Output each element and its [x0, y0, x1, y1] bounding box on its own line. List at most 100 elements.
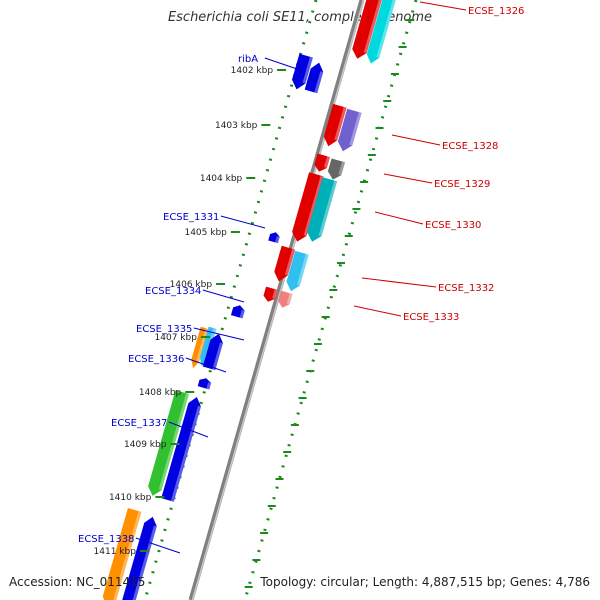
gene-block-ecse-1332a-shine [284, 248, 296, 276]
gene-block-ecse-1333 [277, 290, 293, 308]
gene-block-ecse-1327 [366, 0, 397, 64]
gene-block-small-red-2-shape [263, 286, 278, 302]
gene-block-ecse-1327-shape [366, 0, 397, 64]
tick-label-5: 1406 kbp [170, 280, 213, 290]
gene-block-small-red-shape [314, 153, 330, 172]
label-ecse-1335: ECSE_1335 [136, 324, 192, 335]
gene-block-ecse-1336-shine [206, 382, 212, 390]
gene-block-ecse-1332a-shape [274, 245, 296, 282]
gene-block-ecse-1334-shine [239, 309, 245, 319]
gene-block-ecse-1328-shape [337, 108, 362, 152]
gene-block-ecse-1328a [323, 103, 347, 147]
leader-line-right-5 [361, 277, 437, 288]
gene-block-ecse-1329-shine [338, 161, 346, 176]
tick-label-9: 1410 kbp [109, 493, 152, 503]
gene-block-ecse-1338a-shine [113, 511, 142, 600]
gene-block-ecse-1330a-shape [292, 172, 324, 242]
leader-line-right-3 [383, 173, 433, 184]
gene-block-ecse-1338a-shape [102, 507, 142, 600]
gene-block-ecse-1332 [286, 250, 309, 292]
label-ecse-1332: ECSE_1332 [438, 283, 494, 294]
gene-block-ecse-1329-shape [327, 158, 346, 180]
tick-label-10: 1411 kbp [94, 547, 137, 557]
gene-block-ecse-1328-shine [349, 112, 362, 146]
gene-block-ecse-1337a-shine [158, 393, 189, 491]
tick-label-4: 1405 kbp [184, 228, 227, 238]
tick-label-8: 1409 kbp [124, 440, 167, 450]
gene-block-ecse-1337-shape [161, 397, 201, 502]
label-ecse-1331: ECSE_1331 [163, 212, 219, 223]
gene-block-ecse-1332-shape [286, 250, 309, 292]
gene-block-ecse-1337a [148, 390, 189, 496]
leader-line-1 [264, 57, 301, 71]
gene-labels: ribA ECSE_1331 ECSE_1334 ECSE_1335 ECSE_1336… [78, 1, 524, 554]
gene-block-ecse-1335b-shape [199, 326, 217, 367]
leader-line-3 [202, 289, 245, 303]
gene-block-ecse-1338-shine [130, 525, 157, 600]
gene-block-riba-b-shape [304, 62, 324, 94]
gene-block-ecse-1337-shine [170, 405, 201, 502]
leader-line-2 [220, 215, 266, 229]
gene-block-ecse-1330-shape [307, 177, 338, 242]
gene-block-riba-b [304, 62, 324, 94]
label-ecse-1334: ECSE_1334 [145, 286, 201, 297]
gene-block-ecse-1326 [352, 0, 383, 59]
gene-block-ecse-1331-shape [268, 232, 280, 244]
backbone-line [188, 0, 365, 600]
gene-features [102, 0, 397, 600]
gene-block-ecse-1332a [274, 245, 296, 282]
leader-line-right-6 [353, 305, 402, 317]
gene-block-ecse-1333-shape [277, 290, 293, 308]
leader-line-4 [193, 327, 245, 341]
gene-block-ecse-1329 [327, 158, 346, 180]
backbone-highlight [191, 0, 365, 600]
kbp-ticks: 1402 kbp 1403 kbp 1404 kbp 1405 kbp 1406 kbp… [94, 19, 415, 588]
gene-block-ecse-1334-shape [230, 305, 245, 319]
gene-block-small-red-2-shine [272, 289, 278, 299]
tick-label-2: 1403 kbp [215, 121, 258, 131]
label-ecse-1337: ECSE_1337 [111, 418, 167, 429]
label-ecse-1336: ECSE_1336 [128, 354, 184, 365]
gene-block-ecse-1328 [337, 108, 362, 152]
tick-label-1: 1402 kbp [231, 66, 274, 76]
gene-block-ecse-1334 [230, 305, 245, 319]
gene-block-riba-a-shine [302, 56, 313, 84]
gene-block-ecse-1337a-shape [148, 390, 189, 496]
gene-block-riba-a [292, 53, 313, 90]
gene-block-ecse-1335-shine [212, 342, 223, 371]
gene-block-ecse-1338a [102, 507, 142, 600]
gene-block-ecse-1337 [161, 397, 201, 502]
leader-line-7 [135, 537, 181, 554]
gene-block-riba-b-shine [314, 71, 324, 94]
gene-block-ecse-1330a [292, 172, 324, 242]
gene-block-ecse-1328a-shine [334, 106, 347, 141]
gene-block-ecse-1330 [307, 177, 338, 242]
genome-summary-text: Topology: circular; Length: 4,887,515 bp… [260, 575, 590, 589]
gene-block-ecse-1338-shape [120, 516, 157, 600]
gene-block-ecse-1326-shape [352, 0, 383, 59]
gene-block-ecse-1335 [202, 333, 223, 371]
label-ecse-1329: ECSE_1329 [434, 179, 490, 190]
leader-line-5 [185, 357, 227, 373]
gene-block-ecse-1335-shape [202, 333, 223, 371]
gene-block-small-red [314, 153, 330, 172]
label-ecse-1338: ECSE_1338 [78, 534, 134, 545]
gene-block-small-red-2 [263, 286, 278, 302]
gene-block-riba-a-shape [292, 53, 313, 90]
gene-block-ecse-1330a-shine [303, 175, 324, 237]
tick-label-3: 1404 kbp [200, 174, 243, 184]
accession-text: Accession: NC_011415 [9, 575, 146, 589]
gene-block-ecse-1331 [268, 232, 280, 244]
leader-line-right-2 [391, 134, 441, 146]
label-ecse-1328: ECSE_1328 [442, 141, 498, 152]
tick-label-7: 1408 kbp [139, 388, 182, 398]
gene-block-ecse-1327-shine [376, 0, 397, 58]
leader-line-right-4 [374, 211, 424, 225]
label-riba: ribA [238, 54, 258, 65]
gene-block-ecse-1332-shine [297, 253, 309, 286]
gene-block-ecse-1326-shine [363, 0, 383, 54]
gene-block-ecse-1328a-shape [323, 103, 347, 147]
leader-line-right-1 [419, 1, 467, 11]
label-ecse-1333: ECSE_1333 [403, 312, 459, 323]
